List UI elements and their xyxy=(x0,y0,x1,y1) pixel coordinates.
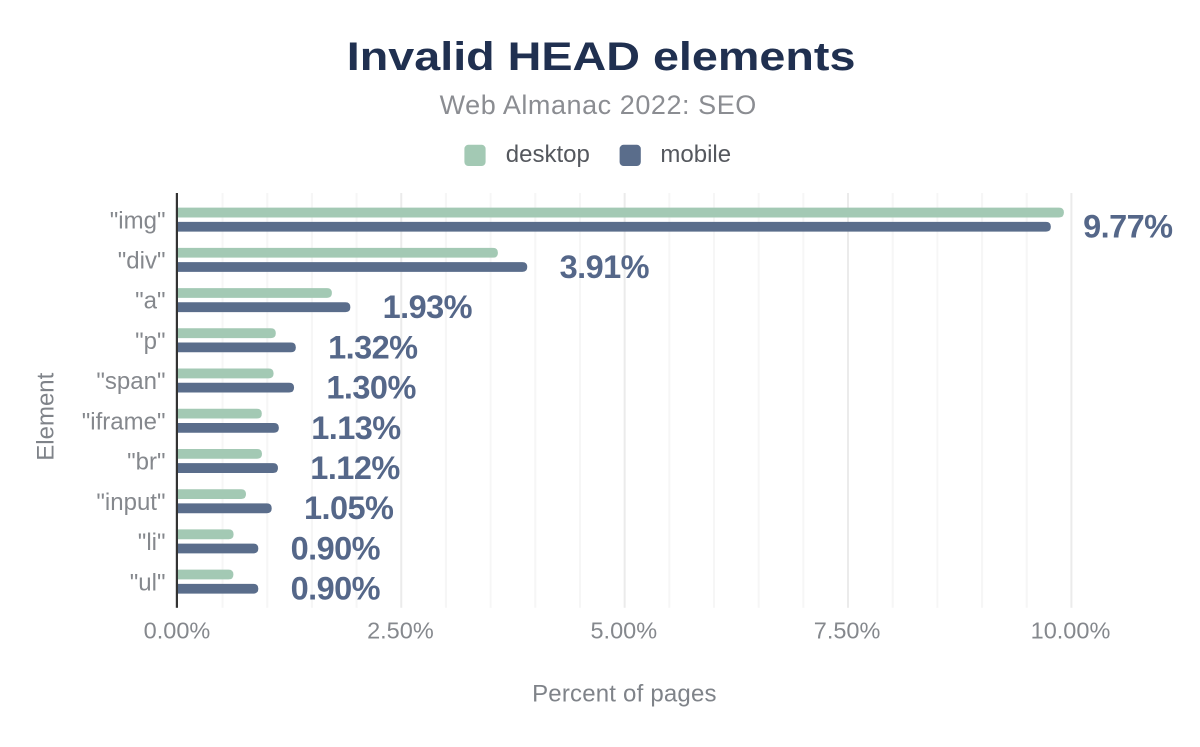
svg-text:Invalid HEAD elements: Invalid HEAD elements xyxy=(347,35,856,79)
svg-text:3.91%: 3.91% xyxy=(560,249,650,285)
svg-text:Web Almanac 2022: SEO: Web Almanac 2022: SEO xyxy=(440,90,757,120)
svg-text:1.30%: 1.30% xyxy=(326,370,416,406)
svg-text:desktop: desktop xyxy=(506,141,590,168)
svg-text:"p": "p" xyxy=(135,328,165,355)
svg-text:Element: Element xyxy=(33,372,60,460)
svg-text:"a": "a" xyxy=(135,288,165,315)
svg-text:0.90%: 0.90% xyxy=(291,571,381,607)
svg-text:"div": "div" xyxy=(118,248,166,275)
svg-text:mobile: mobile xyxy=(660,141,731,168)
svg-text:"iframe": "iframe" xyxy=(82,408,166,435)
svg-text:5.00%: 5.00% xyxy=(590,618,657,644)
svg-text:7.50%: 7.50% xyxy=(814,618,881,644)
svg-text:1.05%: 1.05% xyxy=(304,490,394,526)
svg-text:1.93%: 1.93% xyxy=(383,289,473,325)
svg-text:10.00%: 10.00% xyxy=(1031,618,1111,644)
svg-text:1.13%: 1.13% xyxy=(311,410,401,446)
svg-text:1.32%: 1.32% xyxy=(328,329,418,365)
svg-text:1.12%: 1.12% xyxy=(310,450,400,486)
svg-text:"img": "img" xyxy=(110,207,166,234)
svg-text:2.50%: 2.50% xyxy=(367,618,434,644)
svg-text:"br": "br" xyxy=(127,449,165,476)
svg-text:Percent of pages: Percent of pages xyxy=(532,680,717,707)
svg-text:9.77%: 9.77% xyxy=(1083,209,1173,245)
svg-text:0.90%: 0.90% xyxy=(291,531,381,567)
svg-text:0.00%: 0.00% xyxy=(144,618,211,644)
svg-text:"li": "li" xyxy=(138,529,166,556)
svg-text:"ul": "ul" xyxy=(130,569,166,596)
svg-text:"input": "input" xyxy=(96,489,165,516)
svg-text:"span": "span" xyxy=(96,368,165,395)
